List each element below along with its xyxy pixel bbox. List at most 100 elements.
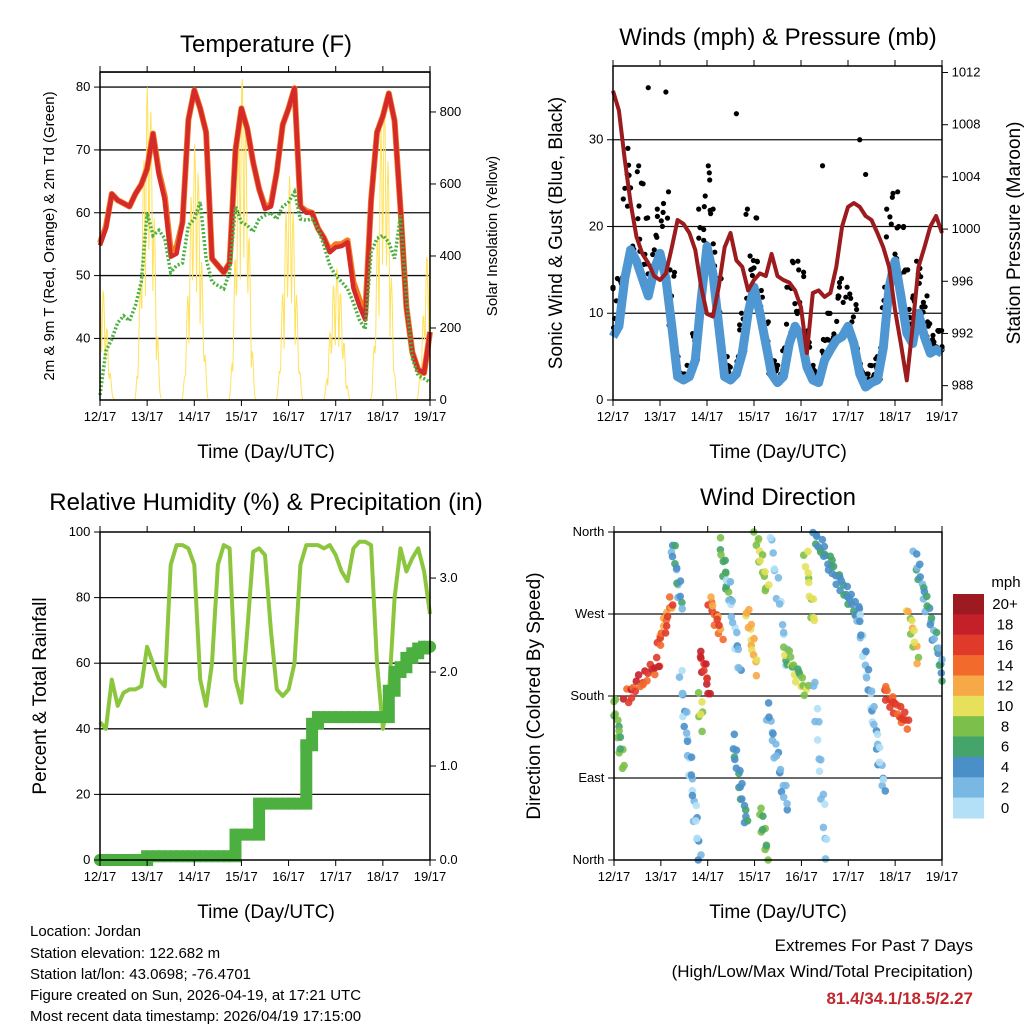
gust-point	[850, 314, 857, 320]
colorbar-label: 14	[997, 657, 1014, 674]
direction-point	[862, 674, 871, 682]
direction-point	[651, 670, 659, 679]
gust-point	[922, 304, 928, 310]
direction-point	[758, 551, 767, 559]
gust-point	[650, 251, 656, 258]
direction-point	[879, 775, 888, 784]
direction-point	[655, 662, 663, 671]
gust-point	[853, 302, 859, 308]
gust-point	[884, 206, 890, 212]
direction-point	[770, 565, 779, 573]
gust-point	[863, 171, 869, 178]
direction-point	[671, 541, 679, 550]
direction-point	[765, 581, 773, 589]
plot-frame	[612, 65, 943, 401]
direction-point	[634, 671, 643, 679]
direction-point	[703, 674, 711, 682]
gust-point	[931, 339, 937, 345]
latlon-text: Station lat/lon: 43.0698; -76.4701	[30, 966, 251, 983]
direction-point	[785, 647, 794, 655]
colorbar-swatch	[953, 614, 984, 636]
direction-point	[856, 617, 864, 626]
gust-point	[660, 209, 666, 215]
direction-point	[896, 702, 905, 711]
direction-point	[738, 779, 746, 788]
extremes-block: Extremes For Past 7 Days (High/Low/Max W…	[672, 936, 973, 1008]
left-y-tick-label: 60	[76, 205, 90, 220]
left-y-tick-label: 30	[589, 132, 603, 147]
direction-point	[696, 710, 705, 719]
gust-point	[924, 293, 930, 299]
direction-point	[820, 542, 829, 551]
x-tick-label: 14/17	[178, 409, 211, 424]
right-y-tick-label: 2.0	[440, 664, 458, 679]
location-text: Location: Jordan	[30, 923, 141, 940]
gust-point	[936, 328, 943, 334]
direction-point	[726, 578, 735, 586]
gust-point	[664, 215, 671, 221]
gust-point	[792, 301, 798, 307]
gust-point	[844, 284, 850, 290]
gust-point	[902, 267, 908, 273]
gust-point	[819, 348, 825, 354]
gust-point	[825, 310, 832, 316]
gust-point	[702, 193, 708, 199]
gust-point	[836, 284, 843, 290]
gust-point	[625, 145, 631, 151]
direction-point	[754, 535, 763, 543]
x-tick-label: 17/17	[319, 869, 352, 884]
gust-point	[896, 223, 902, 230]
left-y-tick-label: East	[578, 770, 604, 785]
direction-point	[747, 620, 756, 629]
wind-direction-title: Wind Direction	[700, 484, 856, 511]
direction-point	[721, 568, 730, 577]
direction-point	[908, 616, 916, 625]
direction-point	[678, 598, 686, 607]
direction-point	[818, 535, 827, 544]
gust-point	[889, 194, 895, 200]
gust-point	[705, 163, 711, 169]
direction-point	[779, 643, 788, 651]
gust-point	[635, 216, 641, 222]
colorbar-label: 20+	[992, 596, 1018, 613]
direction-point	[632, 677, 641, 685]
gust-point	[819, 163, 826, 169]
extremes-subtitle: (High/Low/Max Wind/Total Precipitation)	[672, 962, 973, 981]
gust-point	[712, 249, 718, 255]
direction-point	[702, 660, 710, 668]
direction-point	[769, 730, 777, 738]
x-tick-label: 16/17	[272, 869, 305, 884]
direction-point	[738, 795, 746, 803]
direction-point	[678, 666, 686, 675]
legend-title: mph	[991, 574, 1020, 591]
insolation-day-0	[99, 289, 116, 401]
gust-point	[843, 294, 849, 300]
gust-point	[930, 332, 936, 338]
direction-point	[813, 704, 822, 713]
left-y-tick-label: 80	[76, 590, 90, 605]
right-y-tick-label: 1012	[952, 65, 981, 80]
right-y-tick-label: 0.0	[440, 852, 458, 867]
gust-point	[651, 247, 657, 253]
right-y-tick-label: 600	[440, 176, 462, 191]
gust-point	[796, 267, 802, 273]
wind-direction-ylabel: Direction (Colored By Speed)	[524, 572, 545, 819]
gust-point	[836, 279, 843, 286]
direction-point	[721, 556, 729, 565]
direction-point	[656, 641, 665, 649]
gust-point	[920, 299, 927, 305]
direction-point	[735, 664, 743, 672]
direction-point	[778, 621, 787, 629]
left-y-tick-label: 80	[76, 79, 90, 94]
gust-point	[826, 337, 832, 343]
right-y-tick-label: 3.0	[440, 570, 458, 585]
pressure-ylabel: Station Pressure (Maroon)	[1004, 122, 1024, 345]
insolation-day-2	[181, 144, 209, 401]
direction-point	[913, 659, 921, 668]
direction-point	[734, 645, 743, 654]
direction-point	[693, 834, 701, 843]
x-tick-label: 19/17	[926, 409, 959, 424]
gust-point	[831, 331, 837, 337]
gust-point	[645, 85, 651, 91]
gust-point	[848, 295, 854, 301]
